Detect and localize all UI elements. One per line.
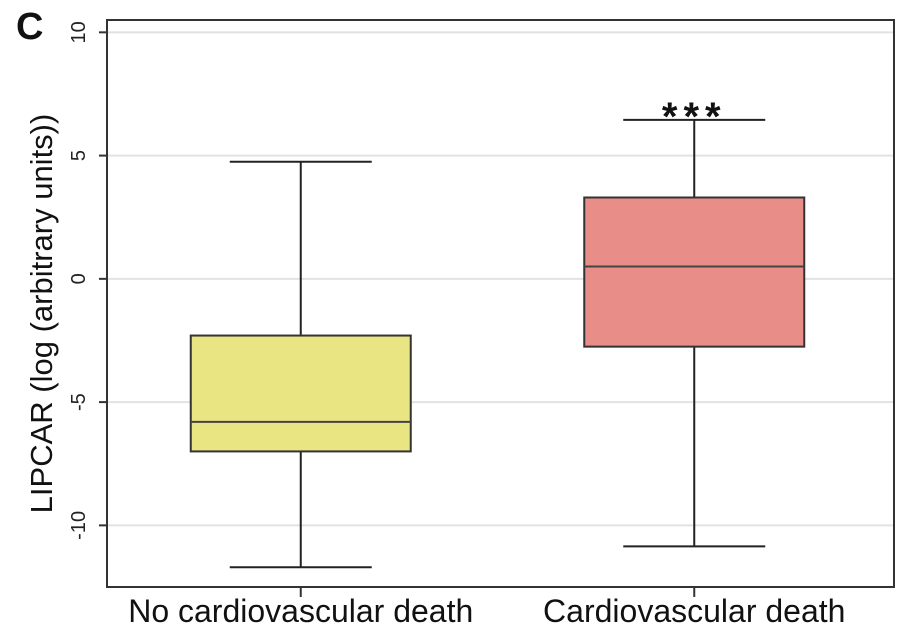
y-tick-label: 0	[68, 273, 90, 284]
y-tick-label: -10	[68, 511, 90, 540]
significance-annotation: ***	[662, 95, 727, 139]
iqr-box	[189, 334, 412, 453]
iqr-box	[583, 196, 806, 348]
boxes-layer	[189, 118, 806, 569]
x-category-label: Cardiovascular death	[543, 593, 845, 629]
y-axis-title: LIPCAR (log (arbitrary units))	[24, 114, 59, 514]
annotations-layer: ***	[662, 95, 727, 139]
x-category-label: No cardiovascular death	[128, 593, 473, 629]
y-tick-label: 5	[68, 150, 90, 161]
x-axis-ticks: No cardiovascular death Cardiovascular de…	[128, 587, 845, 629]
y-tick-label: -5	[68, 393, 90, 411]
panel-letter: C	[16, 6, 44, 48]
y-axis-ticks: 10 5 0 -5 -10	[68, 21, 107, 540]
y-tick-label: 10	[68, 21, 90, 43]
box-group	[189, 160, 412, 569]
box-group	[583, 118, 806, 548]
plot-frame	[106, 19, 895, 588]
